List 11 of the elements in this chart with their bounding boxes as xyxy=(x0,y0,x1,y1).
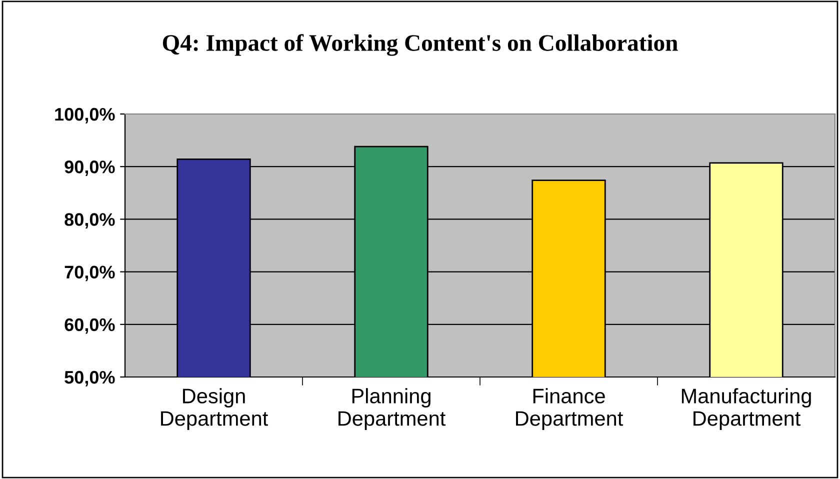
x-tick-label: Finance Department xyxy=(516,388,624,430)
y-tick-label: 70,0% xyxy=(64,266,115,282)
x-tick-label: Planning Department xyxy=(338,388,446,430)
y-tick-label: 100,0% xyxy=(55,108,115,124)
x-tick-label: Manufacturing Department xyxy=(682,388,811,430)
y-tick-label: 90,0% xyxy=(64,160,115,176)
y-tick-label: 80,0% xyxy=(64,213,115,229)
y-tick-label: 60,0% xyxy=(64,318,115,334)
chart-title: Q4: Impact of Working Content's on Collaboration xyxy=(162,34,678,56)
y-tick-label: 50,0% xyxy=(64,370,115,386)
x-tick-label: Design Department xyxy=(161,388,268,430)
